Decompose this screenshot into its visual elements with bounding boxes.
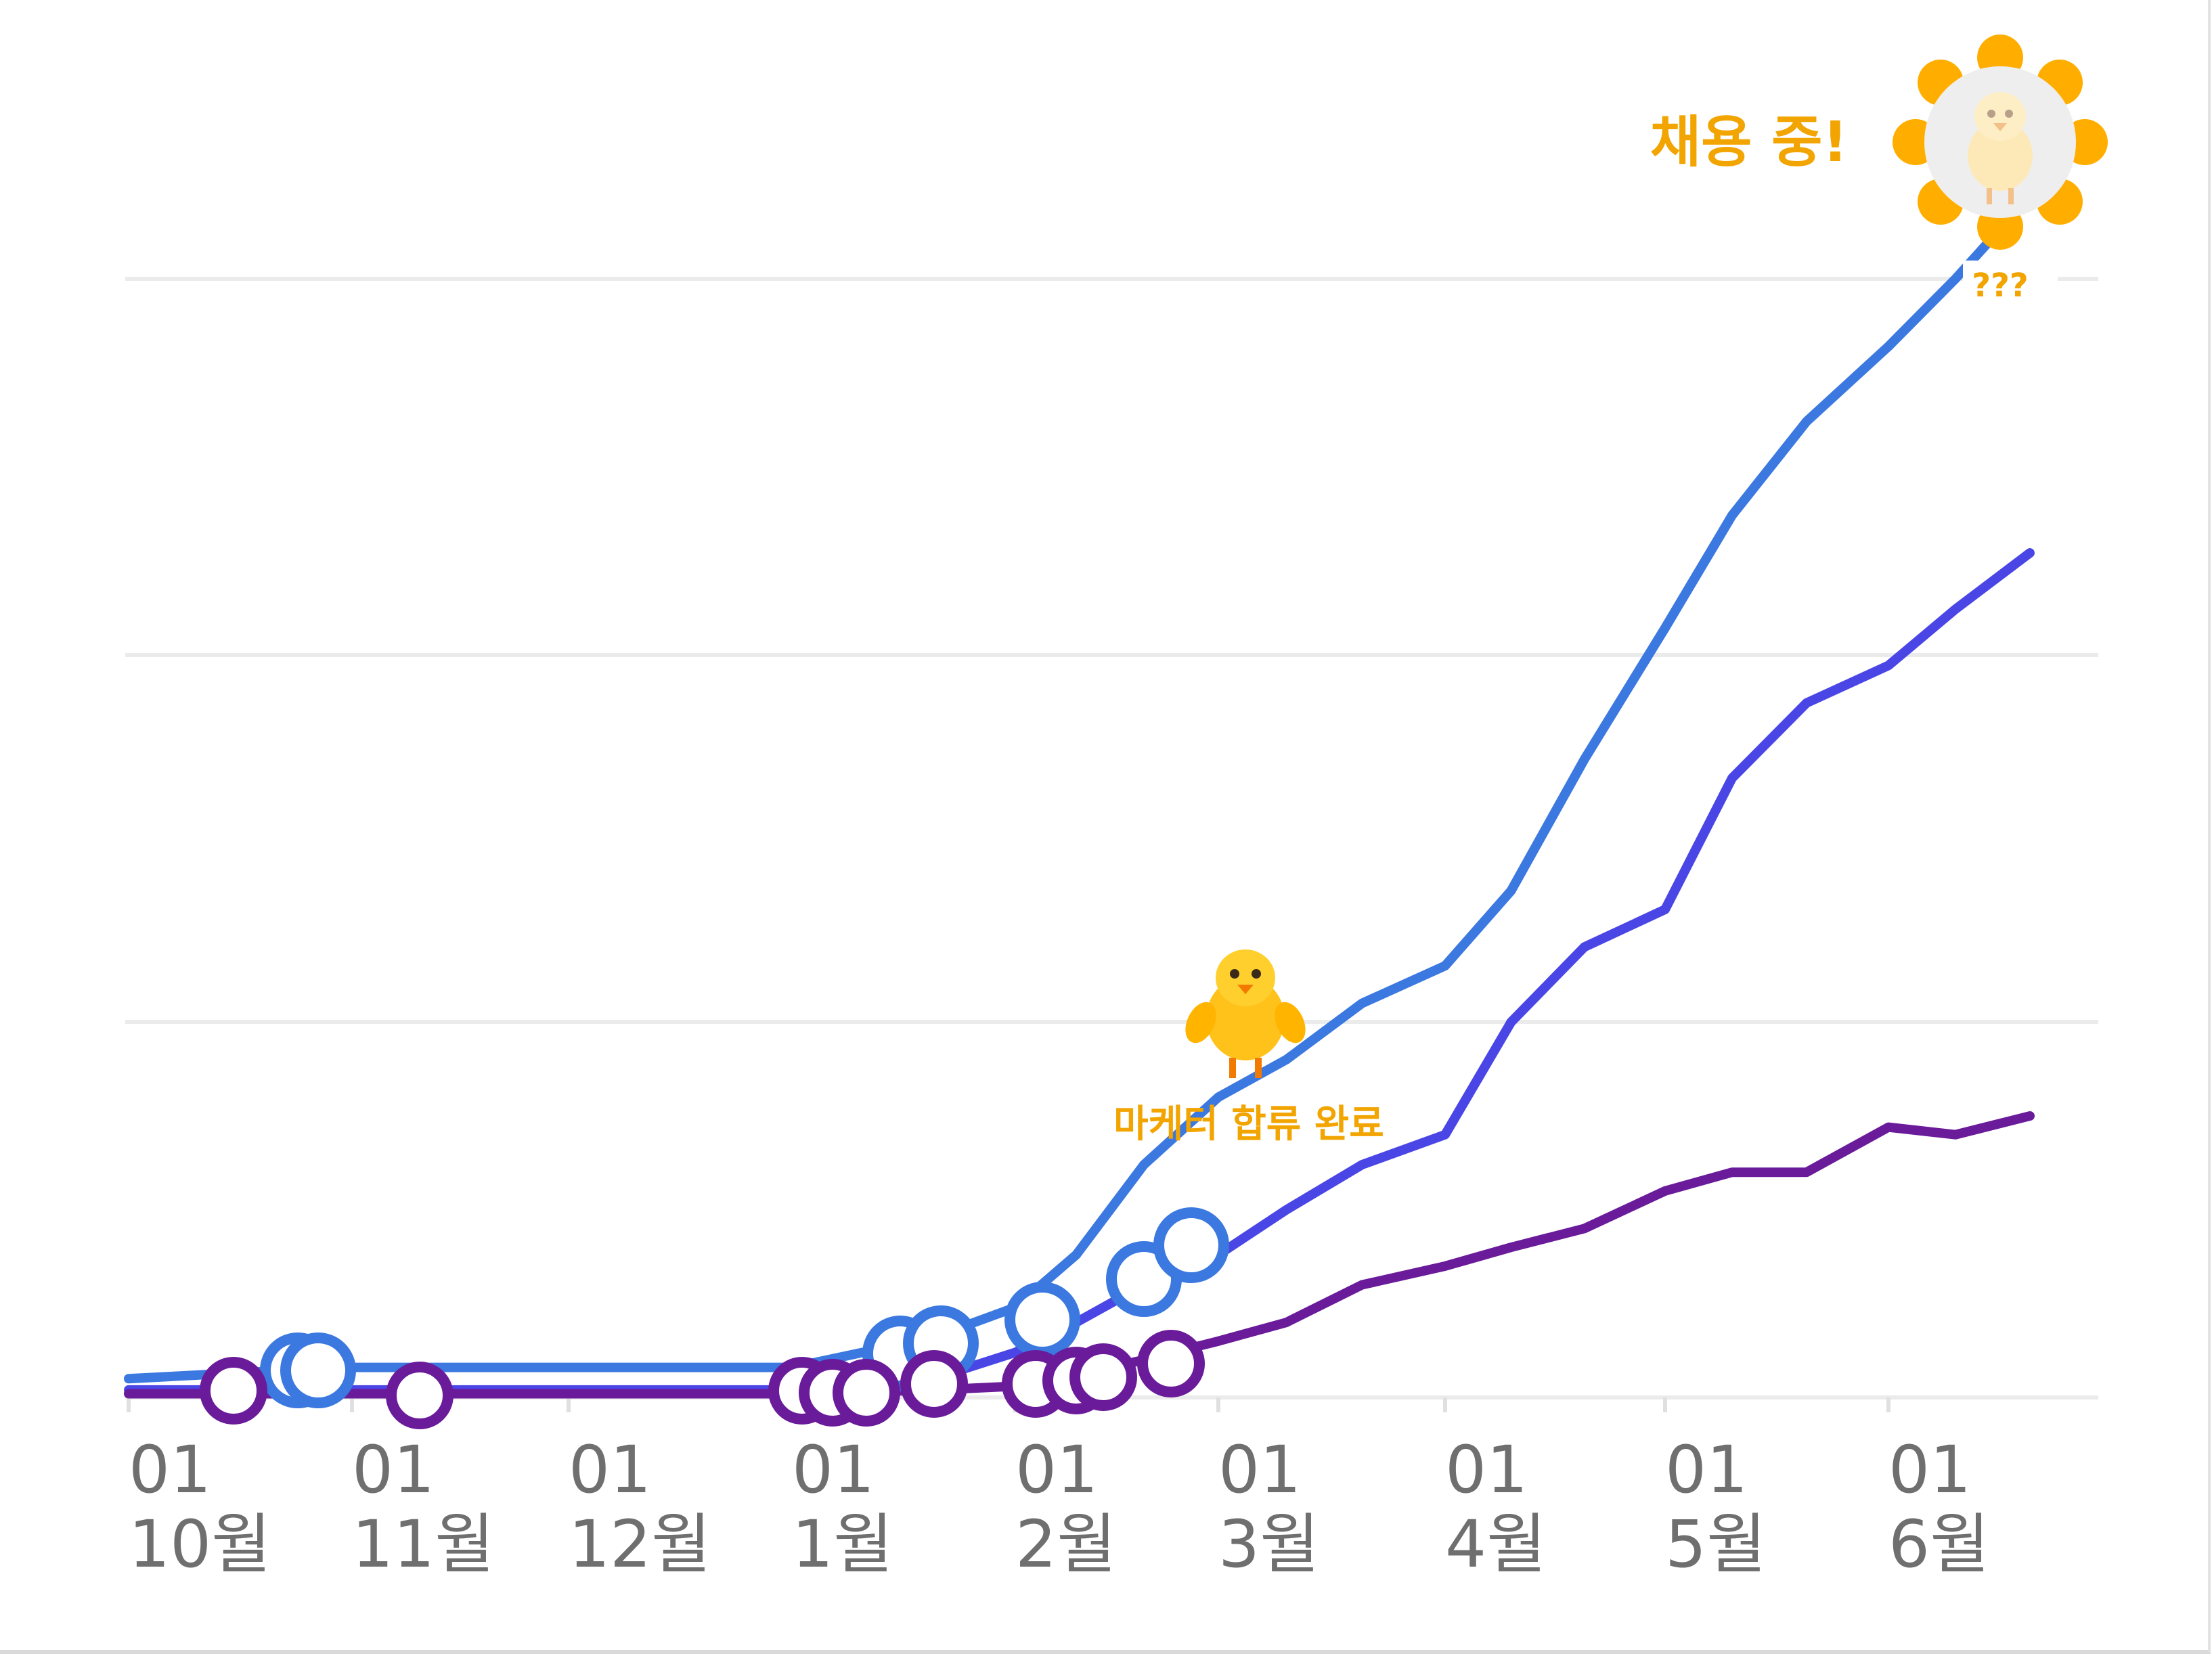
- x-tick-day: 01: [792, 1432, 875, 1508]
- series-line-1: [124, 192, 2035, 1384]
- milestone-marker: [1137, 1330, 1205, 1397]
- x-tick-day: 01: [569, 1432, 651, 1508]
- x-tick-day: 01: [1218, 1432, 1301, 1508]
- x-tick-day: 01: [1665, 1432, 1748, 1508]
- milestone-markers: [200, 1207, 1229, 1429]
- x-tick-day: 01: [129, 1432, 211, 1508]
- x-tick-day: 01: [1888, 1432, 1971, 1508]
- annotation-hiring-label: 채용 중!: [1650, 110, 1848, 175]
- x-tick-month: 5월: [1665, 1506, 1766, 1582]
- milestone-marker: [1153, 1207, 1229, 1283]
- x-tick-month: 3월: [1218, 1506, 1319, 1582]
- x-tick-month: 11월: [352, 1506, 494, 1582]
- x-tick-day: 01: [352, 1432, 435, 1508]
- series-line-2: [124, 548, 2035, 1395]
- x-tick-month: 10월: [129, 1506, 271, 1582]
- gridlines: [125, 277, 2098, 1399]
- annotation-unknown-label: ???: [1972, 267, 2029, 305]
- annotation-joined-label: 마케터 합류 완료: [1113, 1102, 1384, 1146]
- x-tick-day: 01: [1445, 1432, 1528, 1508]
- milestone-marker: [900, 1350, 968, 1418]
- x-tick-month: 12월: [569, 1506, 711, 1582]
- milestone-marker: [386, 1362, 454, 1429]
- milestone-marker: [833, 1359, 900, 1427]
- x-tick-month: 6월: [1888, 1506, 1989, 1582]
- x-tick-month: 1월: [792, 1506, 893, 1582]
- milestone-marker: [280, 1332, 356, 1408]
- x-tick-day: 01: [1015, 1432, 1098, 1508]
- milestone-marker: [200, 1357, 267, 1425]
- x-tick-month: 2월: [1015, 1506, 1116, 1582]
- unknown-label-bg: [1963, 261, 2058, 308]
- series-layer: [124, 192, 2035, 1399]
- chick-mascot-icon: [1185, 949, 1306, 1078]
- milestone-marker: [1069, 1343, 1137, 1411]
- x-tick-month: 4월: [1445, 1506, 1546, 1582]
- milestone-marker: [1004, 1282, 1080, 1358]
- hiring-badge-icon: [1893, 35, 2108, 250]
